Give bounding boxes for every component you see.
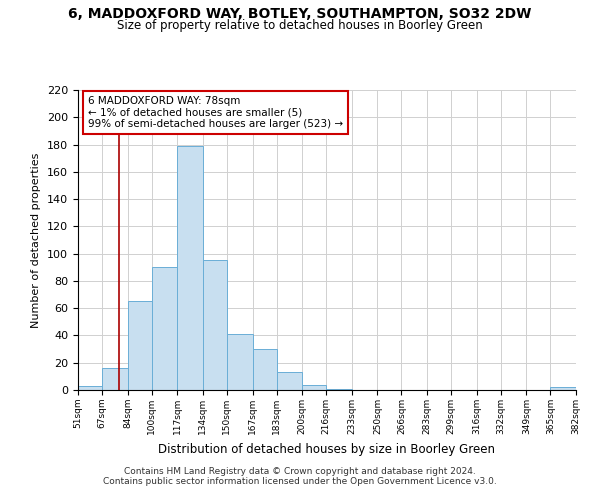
Bar: [203, 260, 227, 390]
Y-axis label: Number of detached properties: Number of detached properties: [31, 152, 41, 328]
Text: Size of property relative to detached houses in Boorley Green: Size of property relative to detached ho…: [117, 18, 483, 32]
Bar: [253, 349, 277, 390]
Bar: [78, 386, 102, 390]
Text: 6, MADDOXFORD WAY, BOTLEY, SOUTHAMPTON, SO32 2DW: 6, MADDOXFORD WAY, BOTLEY, SOUTHAMPTON, …: [68, 8, 532, 22]
Text: 6 MADDOXFORD WAY: 78sqm
← 1% of detached houses are smaller (5)
99% of semi-deta: 6 MADDOXFORD WAY: 78sqm ← 1% of detached…: [88, 96, 343, 129]
Bar: [152, 268, 177, 390]
Bar: [326, 388, 352, 390]
Text: Contains HM Land Registry data © Crown copyright and database right 2024.: Contains HM Land Registry data © Crown c…: [124, 468, 476, 476]
Bar: [302, 384, 326, 390]
Text: Distribution of detached houses by size in Boorley Green: Distribution of detached houses by size …: [158, 442, 496, 456]
Bar: [177, 146, 203, 390]
Bar: [277, 372, 302, 390]
Bar: [102, 368, 128, 390]
Text: Contains public sector information licensed under the Open Government Licence v3: Contains public sector information licen…: [103, 478, 497, 486]
Bar: [128, 302, 152, 390]
Bar: [227, 334, 253, 390]
Bar: [550, 388, 576, 390]
